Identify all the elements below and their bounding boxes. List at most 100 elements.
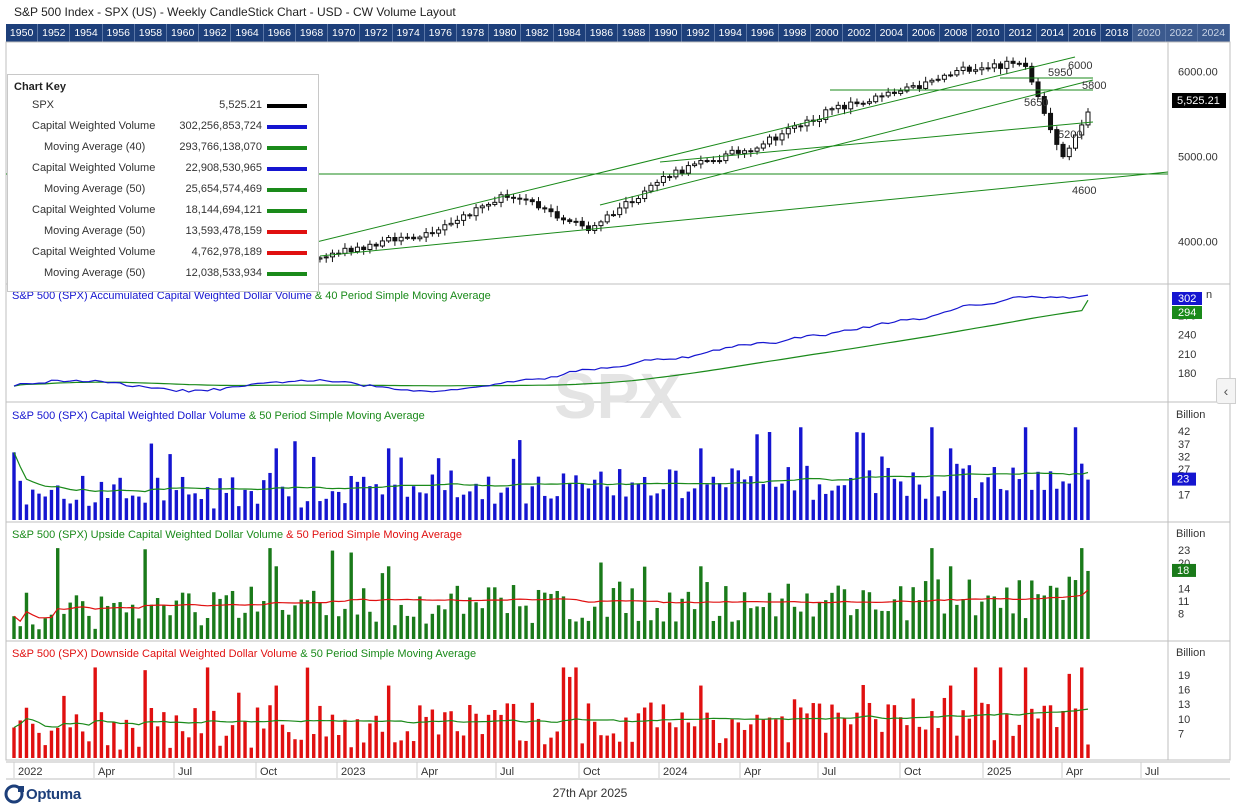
upside-bar (162, 605, 166, 639)
cwv-bar (667, 469, 672, 520)
cwv-bar (780, 483, 784, 520)
chart-key-row[interactable]: Capital Weighted Volume 302,256,853,724 (8, 118, 318, 136)
downside-bar (262, 728, 266, 758)
candle-body (723, 153, 729, 162)
upside-bar (936, 579, 940, 639)
upside-bar (998, 607, 1003, 639)
cwv-bar (449, 470, 453, 520)
cwv-bar (137, 496, 141, 520)
year-cell-2000[interactable]: 2000 (811, 24, 844, 42)
cwv-bar (936, 496, 940, 520)
upside-bar (56, 548, 60, 639)
candle-body (354, 246, 360, 253)
downside-bar (730, 719, 734, 758)
cwv-bar (998, 488, 1003, 520)
year-cell-2022[interactable]: 2022 (1165, 24, 1198, 42)
year-cell-2024[interactable]: 2024 (1197, 24, 1230, 42)
downside-bar (873, 719, 878, 758)
chart-key-row[interactable]: Capital Weighted Volume 22,908,530,965 (8, 160, 318, 178)
year-navigator-strip[interactable]: 1950 1952 1954 1956 1958 1960 1962 1964 1966 1968… (6, 24, 1230, 42)
year-cell-1986[interactable]: 1986 (586, 24, 618, 42)
downside-bar (705, 712, 709, 758)
downside-bar (237, 692, 241, 758)
chart-key[interactable]: Chart Key SPX 5,525.21 Capital Weighted Vo… (7, 74, 319, 292)
year-cell-1970[interactable]: 1970 (328, 24, 361, 42)
chart-key-row[interactable]: Moving Average (50) 12,038,533,934 (8, 265, 318, 283)
year-cell-1990[interactable]: 1990 (650, 24, 683, 42)
year-cell-1960[interactable]: 1960 (167, 24, 200, 42)
cwv-bar (892, 478, 897, 520)
accum-last-value: 302 (1178, 293, 1196, 305)
year-cell-1956[interactable]: 1956 (103, 24, 135, 42)
year-cell-1958[interactable]: 1958 (135, 24, 168, 42)
year-cell-2014[interactable]: 2014 (1037, 24, 1069, 42)
downside-bar (461, 735, 466, 758)
upside-bar (686, 591, 691, 639)
year-cell-1954[interactable]: 1954 (70, 24, 103, 42)
candle-body (885, 91, 891, 97)
cwv-bar (287, 496, 291, 520)
year-cell-2012[interactable]: 2012 (1005, 24, 1037, 42)
year-cell-1980[interactable]: 1980 (489, 24, 522, 42)
upside-bar (605, 616, 609, 639)
upside-bar (368, 611, 372, 639)
downside-bar (942, 697, 947, 758)
year-cell-1978[interactable]: 1978 (457, 24, 490, 42)
year-cell-2004[interactable]: 2004 (876, 24, 908, 42)
downside-bar (280, 724, 285, 758)
upside-bar (268, 548, 272, 639)
year-cell-1982[interactable]: 1982 (521, 24, 554, 42)
year-cell-2020[interactable]: 2020 (1133, 24, 1166, 42)
chart-key-row[interactable]: Moving Average (40) 293,766,138,070 (8, 139, 318, 157)
upside-bar (986, 595, 990, 639)
candle-body (592, 225, 598, 231)
upside-last-badge (1172, 563, 1196, 577)
chart-key-row[interactable]: Moving Average (50) 25,654,574,469 (8, 181, 318, 199)
year-cell-1974[interactable]: 1974 (393, 24, 425, 42)
year-cell-1950[interactable]: 1950 (6, 24, 39, 42)
year-cell-2010[interactable]: 2010 (972, 24, 1005, 42)
downside-bar (611, 733, 616, 758)
cwv-bar (873, 493, 878, 520)
upside-bar (611, 588, 616, 639)
year-cell-1962[interactable]: 1962 (199, 24, 232, 42)
chart-key-row[interactable]: Moving Average (50) 13,593,478,159 (8, 223, 318, 241)
collapse-panel-chevron-icon[interactable]: ‹ (1216, 378, 1236, 404)
upside-bar (568, 619, 572, 639)
downside-bar (486, 714, 491, 758)
candle-body (1079, 124, 1085, 136)
year-cell-1972[interactable]: 1972 (360, 24, 393, 42)
candle-body (579, 220, 585, 227)
upside-bar (880, 610, 884, 639)
year-cell-2002[interactable]: 2002 (843, 24, 876, 42)
year-cell-2018[interactable]: 2018 (1101, 24, 1134, 42)
cwv-bar (199, 499, 204, 520)
chart-key-row[interactable]: Capital Weighted Volume 4,762,978,189 (8, 244, 318, 262)
year-cell-1968[interactable]: 1968 (296, 24, 329, 42)
candle-body (692, 163, 698, 167)
chart-key-label: Capital Weighted Volume (32, 246, 156, 258)
year-cell-1988[interactable]: 1988 (618, 24, 651, 42)
year-cell-2016[interactable]: 2016 (1069, 24, 1102, 42)
year-cell-2008[interactable]: 2008 (940, 24, 973, 42)
year-cell-2006[interactable]: 2006 (908, 24, 941, 42)
candle-body (573, 220, 579, 223)
upside-unit-label: Billion (1176, 528, 1205, 540)
chart-key-row[interactable]: SPX 5,525.21 (8, 97, 318, 115)
cwv-bar (755, 434, 759, 520)
year-cell-1976[interactable]: 1976 (425, 24, 457, 42)
chart-key-row[interactable]: Capital Weighted Volume 18,144,694,121 (8, 202, 318, 220)
year-cell-1952[interactable]: 1952 (38, 24, 71, 42)
year-cell-1996[interactable]: 1996 (747, 24, 780, 42)
year-cell-1994[interactable]: 1994 (715, 24, 747, 42)
year-cell-1964[interactable]: 1964 (231, 24, 264, 42)
downside-bar (898, 717, 903, 758)
cwv-bar (817, 484, 822, 520)
year-cell-1998[interactable]: 1998 (779, 24, 812, 42)
upside-bar (18, 626, 22, 639)
year-cell-1992[interactable]: 1992 (682, 24, 715, 42)
year-cell-1984[interactable]: 1984 (554, 24, 586, 42)
downside-bar (499, 714, 503, 758)
candle-body (486, 203, 492, 207)
year-cell-1966[interactable]: 1966 (264, 24, 296, 42)
